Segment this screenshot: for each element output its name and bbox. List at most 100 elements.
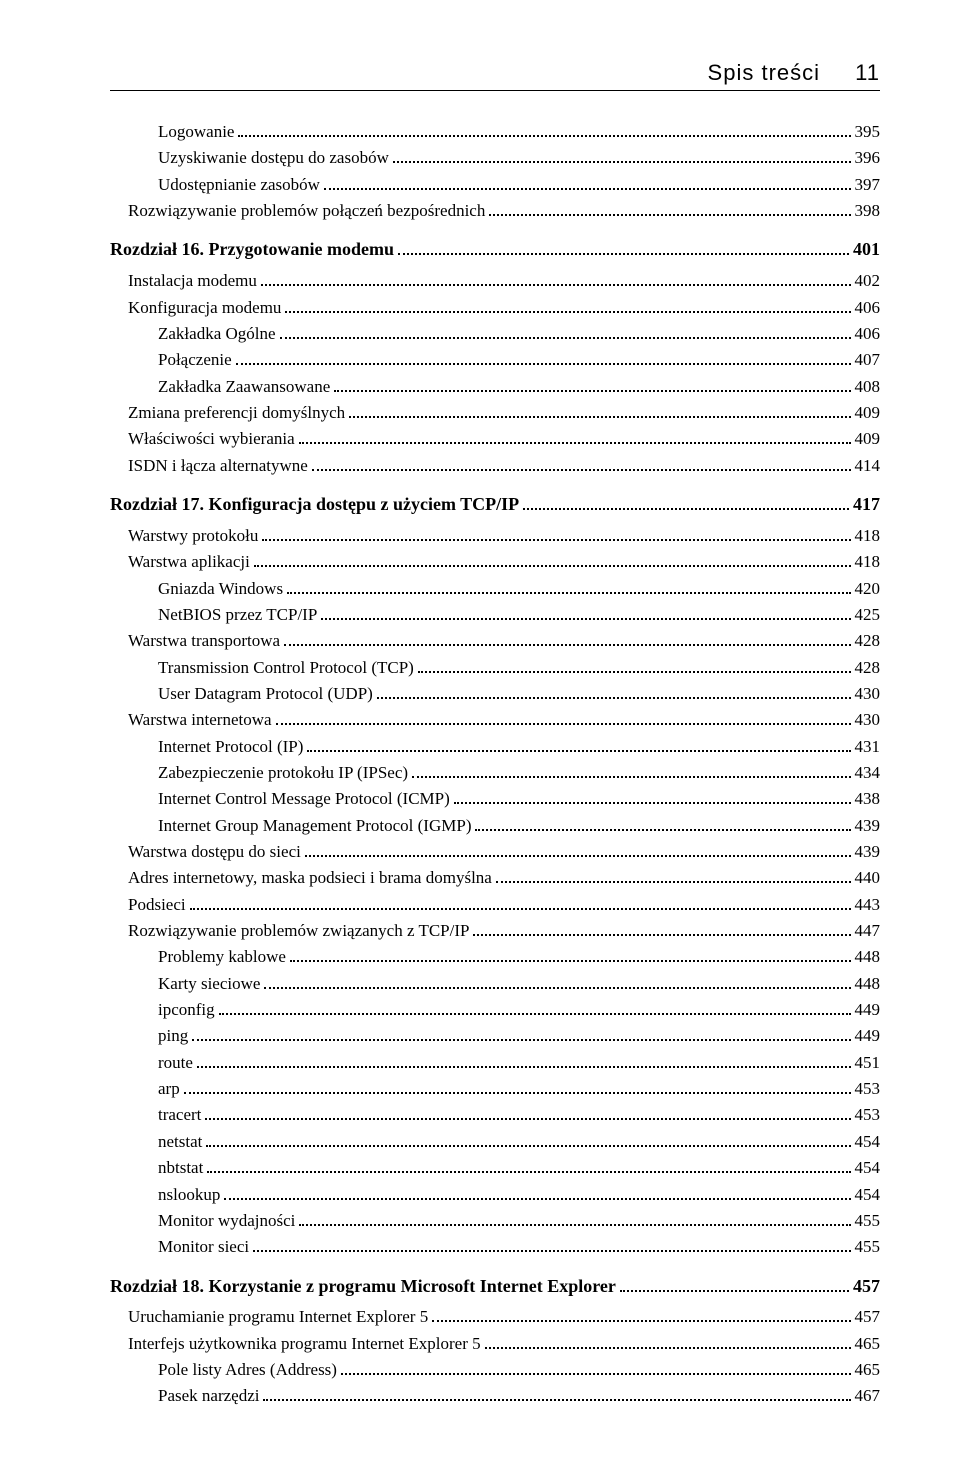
toc-entry-page: 467	[855, 1383, 881, 1409]
toc-entry-label: Rozdział 16. Przygotowanie modemu	[110, 236, 394, 264]
toc-entry: Rozdział 17. Konfiguracja dostępu z użyc…	[110, 491, 880, 519]
toc-leader	[307, 736, 850, 752]
toc-entry-page: 402	[855, 268, 881, 294]
toc-leader	[276, 710, 851, 726]
toc-entry: Warstwa dostępu do sieci439	[128, 839, 880, 865]
toc-entry-label: Problemy kablowe	[158, 944, 286, 970]
toc-entry-page: 448	[855, 971, 881, 997]
toc-entry-label: Warstwa aplikacji	[128, 549, 250, 575]
toc-entry: Pasek narzędzi467	[158, 1383, 880, 1409]
toc-entry-page: 398	[855, 198, 881, 224]
toc-entry: Instalacja modemu 402	[128, 268, 880, 294]
toc-leader	[192, 1026, 850, 1042]
toc-entry-page: 438	[855, 786, 881, 812]
table-of-contents: Logowanie395Uzyskiwanie dostępu do zasob…	[110, 119, 880, 1410]
toc-entry: Rozdział 18. Korzystanie z programu Micr…	[110, 1273, 880, 1301]
toc-entry: nslookup 454	[158, 1182, 880, 1208]
toc-entry: Monitor sieci455	[158, 1234, 880, 1260]
toc-entry-page: 465	[855, 1331, 881, 1357]
toc-entry-label: Zabezpieczenie protokołu IP (IPSec)	[158, 760, 408, 786]
toc-leader	[312, 455, 851, 471]
toc-entry-page: 425	[855, 602, 881, 628]
toc-entry-page: 409	[855, 400, 881, 426]
toc-leader	[284, 631, 850, 647]
toc-leader	[418, 657, 851, 673]
toc-leader	[264, 973, 850, 989]
toc-leader	[321, 604, 850, 620]
toc-leader	[280, 323, 851, 339]
toc-entry-label: Rozwiązywanie problemów połączeń bezpośr…	[128, 198, 485, 224]
toc-entry: Pole listy Adres (Address)465	[158, 1357, 880, 1383]
toc-entry: Zakładka Ogólne 406	[158, 321, 880, 347]
toc-leader	[475, 815, 850, 831]
toc-entry: Warstwa transportowa428	[128, 628, 880, 654]
toc-entry-page: 439	[855, 813, 881, 839]
toc-entry-label: Warstwa internetowa	[128, 707, 272, 733]
toc-entry: Zakładka Zaawansowane408	[158, 374, 880, 400]
toc-entry: route451	[158, 1050, 880, 1076]
toc-leader	[377, 683, 851, 699]
toc-entry-label: Połączenie	[158, 347, 232, 373]
toc-entry: Podsieci443	[128, 892, 880, 918]
toc-leader	[219, 1000, 851, 1016]
toc-leader	[349, 402, 850, 418]
toc-entry-page: 414	[855, 453, 881, 479]
toc-leader	[485, 1333, 851, 1349]
toc-entry: Warstwa internetowa 430	[128, 707, 880, 733]
toc-entry-label: Zmiana preferencji domyślnych	[128, 400, 345, 426]
toc-entry-page: 454	[855, 1155, 881, 1181]
toc-entry-page: 447	[855, 918, 881, 944]
toc-entry: tracert 453	[158, 1102, 880, 1128]
toc-entry: Uruchamianie programu Internet Explorer …	[128, 1304, 880, 1330]
toc-entry-page: 454	[855, 1129, 881, 1155]
page-header: Spis treści 11	[110, 60, 880, 86]
toc-entry-label: Udostępnianie zasobów	[158, 172, 320, 198]
toc-entry-label: NetBIOS przez TCP/IP	[158, 602, 317, 628]
toc-entry-page: 449	[855, 997, 881, 1023]
toc-entry-label: ISDN i łącza alternatywne	[128, 453, 308, 479]
toc-entry: Adres internetowy, maska podsieci i bram…	[128, 865, 880, 891]
toc-entry: Uzyskiwanie dostępu do zasobów396	[158, 145, 880, 171]
toc-entry: Transmission Control Protocol (TCP)428	[158, 655, 880, 681]
toc-entry-label: Rozwiązywanie problemów związanych z TCP…	[128, 918, 469, 944]
toc-leader	[224, 1184, 850, 1200]
toc-entry-label: tracert	[158, 1102, 201, 1128]
toc-entry-page: 454	[855, 1182, 881, 1208]
toc-leader	[261, 271, 851, 287]
toc-entry-page: 406	[855, 321, 881, 347]
toc-entry-page: 428	[855, 655, 881, 681]
toc-entry: ipconfig449	[158, 997, 880, 1023]
toc-entry: Udostępnianie zasobów397	[158, 172, 880, 198]
toc-leader	[287, 578, 850, 594]
toc-leader	[341, 1360, 851, 1376]
toc-leader	[299, 429, 851, 445]
toc-entry-page: 396	[855, 145, 881, 171]
toc-entry: Internet Control Message Protocol (ICMP)…	[158, 786, 880, 812]
toc-entry: Gniazda Windows420	[158, 576, 880, 602]
toc-entry-label: Zakładka Ogólne	[158, 321, 276, 347]
toc-leader	[334, 376, 850, 392]
toc-entry-label: nslookup	[158, 1182, 220, 1208]
toc-entry-page: 430	[855, 707, 881, 733]
toc-entry-page: 401	[853, 236, 880, 264]
toc-entry-page: 455	[855, 1208, 881, 1234]
toc-leader	[253, 1237, 850, 1253]
toc-entry-label: Właściwości wybierania	[128, 426, 295, 452]
toc-entry-label: Podsieci	[128, 892, 186, 918]
toc-leader	[393, 148, 851, 164]
toc-entry-page: 457	[853, 1273, 880, 1301]
toc-entry: Konfiguracja modemu406	[128, 295, 880, 321]
toc-entry: Właściwości wybierania409	[128, 426, 880, 452]
toc-entry-page: 406	[855, 295, 881, 321]
toc-entry-page: 453	[855, 1102, 881, 1128]
toc-entry-page: 418	[855, 549, 881, 575]
toc-entry-label: route	[158, 1050, 193, 1076]
toc-entry-page: 434	[855, 760, 881, 786]
toc-entry: Internet Group Management Protocol (IGMP…	[158, 813, 880, 839]
toc-entry-label: Warstwy protokołu	[128, 523, 258, 549]
toc-entry-label: Internet Control Message Protocol (ICMP)	[158, 786, 450, 812]
toc-entry: Rozwiązywanie problemów połączeń bezpośr…	[128, 198, 880, 224]
toc-leader	[285, 297, 850, 313]
toc-entry-label: Monitor sieci	[158, 1234, 249, 1260]
toc-entry-label: Instalacja modemu	[128, 268, 257, 294]
